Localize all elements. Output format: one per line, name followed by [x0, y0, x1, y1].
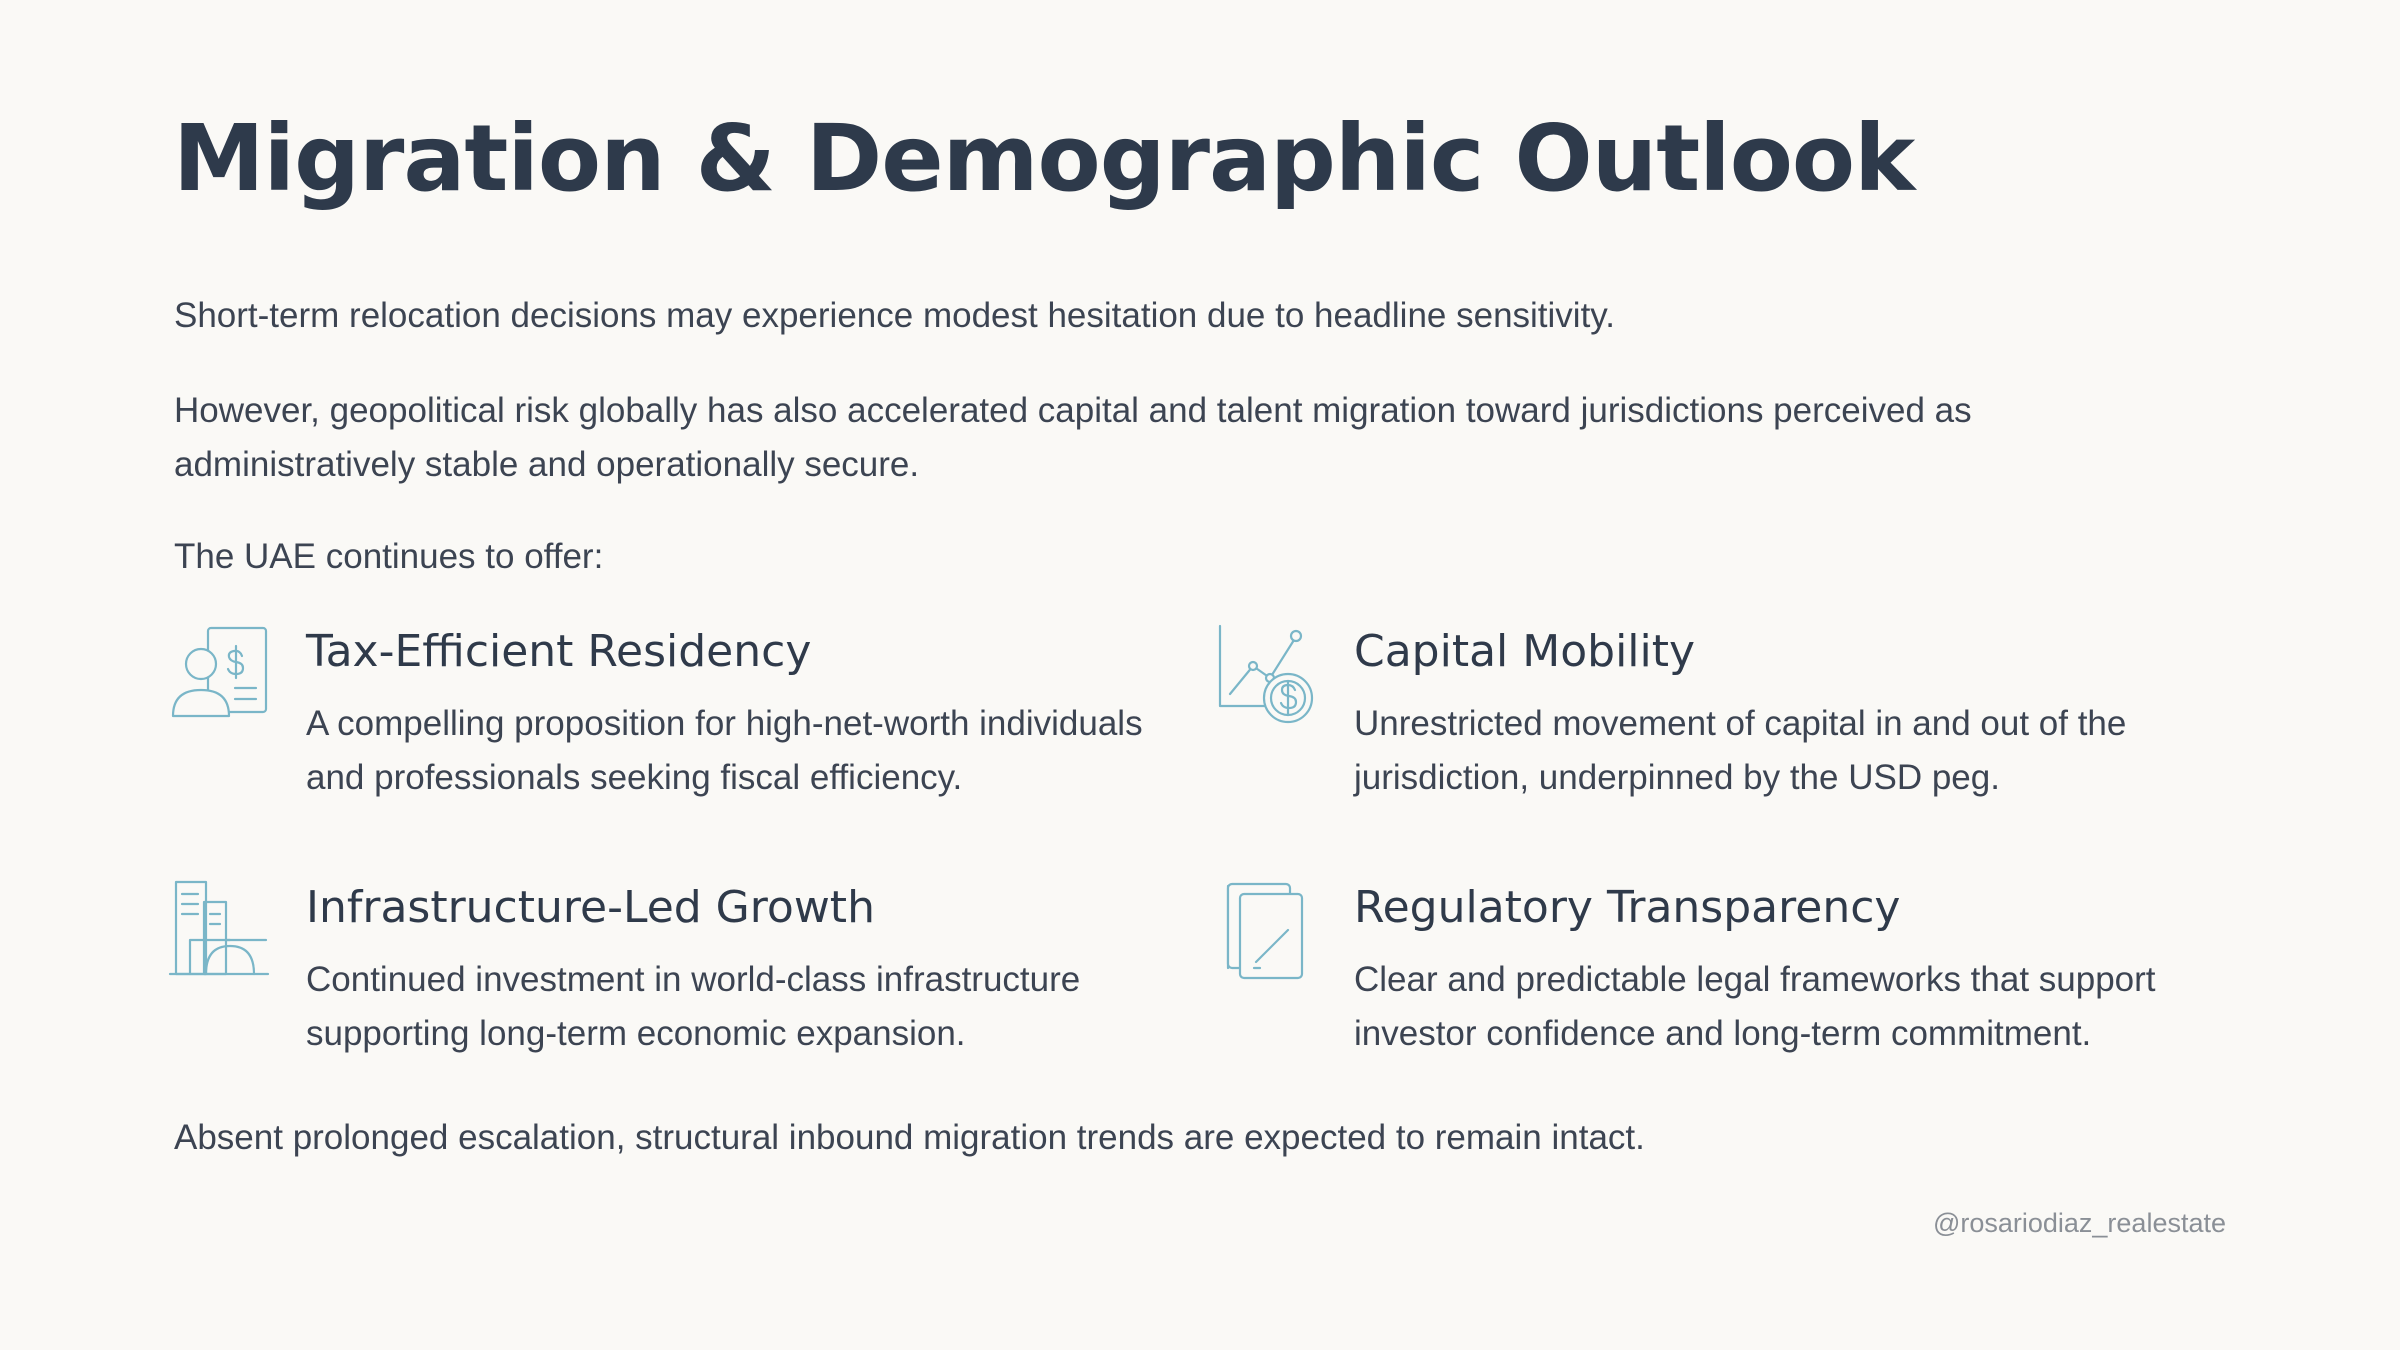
- page-title: Migration & Demographic Outlook: [173, 105, 1915, 212]
- feature-title: Capital Mobility: [1354, 626, 1696, 677]
- feature-description: Unrestricted movement of capital in and …: [1354, 704, 2127, 797]
- author-handle: @rosariodiaz_realestate: [1932, 1208, 2226, 1238]
- offer-lead-in: The UAE continues to offer:: [174, 537, 604, 576]
- feature-description: Continued investment in world-class infr…: [306, 960, 1081, 1053]
- feature-title: Regulatory Transparency: [1354, 882, 1901, 933]
- feature-description: Clear and predictable legal frameworks t…: [1354, 960, 2156, 1053]
- documents-icon: [1218, 882, 1318, 982]
- context-paragraph: However, geopolitical risk globally has …: [174, 391, 1972, 484]
- feature-description: A compelling proposition for high-net-wo…: [306, 704, 1143, 797]
- person-dollar-document-icon: [170, 626, 270, 726]
- chart-dollar-coin-icon: [1218, 624, 1318, 726]
- feature-title: Tax-Efficient Residency: [306, 626, 812, 677]
- buildings-icon: [168, 880, 270, 982]
- closing-paragraph: Absent prolonged escalation, structural …: [174, 1118, 1645, 1157]
- intro-paragraph: Short-term relocation decisions may expe…: [174, 296, 1615, 335]
- feature-title: Infrastructure-Led Growth: [306, 882, 875, 933]
